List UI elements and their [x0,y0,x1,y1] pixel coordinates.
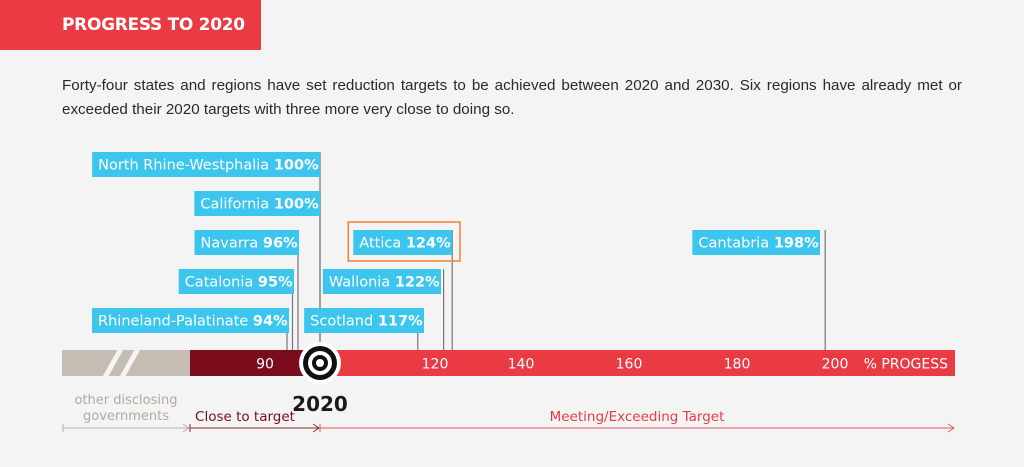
segment-bar-close [190,350,320,376]
region-label-box [194,230,299,255]
region-label-box [92,152,320,177]
region-label-text: Wallonia 122% [329,275,440,291]
legend-other-label-line2: governments [83,409,169,424]
region-pct: 124% [406,236,451,252]
region-label: North Rhine-Westphalia 100% [92,152,320,177]
region-name: North Rhine-Westphalia [98,158,274,174]
region-label-text: Attica 124% [359,236,451,252]
region-pct: 94% [253,314,288,330]
region-label-text: California 100% [200,197,319,213]
region-name: Navarra [201,236,263,252]
region-pct: 96% [263,236,298,252]
region-label-box [322,269,441,294]
tick-label: 90 [256,357,274,373]
milestone-label: 2020 [292,392,348,416]
region-label: Rhineland-Palatinate 94% [92,308,289,333]
page-title: PROGRESS TO 2020 [62,15,245,35]
tick-label: 160 [616,357,643,373]
region-pct: 95% [258,275,293,291]
tick-labels-group: 90 120 140 160 180 200 % PROGESS [256,357,948,373]
region-label-text: Scotland 117% [310,314,423,330]
milestone-group: 2020 [292,342,348,416]
region-label: Cantabria 198% [692,230,820,255]
region-name: California [200,197,273,213]
region-pct: 117% [378,314,423,330]
progress-bar-group [62,343,955,383]
legend-other-label-line1: other disclosing [75,393,178,408]
legend-other-arrow-icon [182,423,190,433]
region-label: Catalonia 95% [178,269,294,294]
region-label-box [178,269,294,294]
region-label-text: Navarra 96% [201,236,299,252]
region-label: California 100% [194,191,320,216]
tick-label: 180 [724,357,751,373]
region-label-box [692,230,820,255]
region-pct: 100% [274,158,319,174]
header-banner: PROGRESS TO 2020 [0,0,261,50]
region-label-box [92,308,289,333]
region-label: Navarra 96% [194,230,299,255]
region-label: Scotland 117% [304,308,424,333]
region-label-text: Rhineland-Palatinate 94% [98,314,288,330]
region-label-box [304,308,424,333]
region-name: Rhineland-Palatinate [98,314,253,330]
region-label-text: Catalonia 95% [185,275,293,291]
region-label-text: Cantabria 198% [698,236,819,252]
legend-meeting-arrow-icon [947,423,955,433]
region-pct: 100% [274,197,319,213]
region-label: Wallonia 122% [322,269,441,294]
region-label-box [194,191,320,216]
region-name: Cantabria [698,236,773,252]
intro-paragraph: Forty-four states and regions have set r… [62,77,962,118]
region-name: Attica [359,236,406,252]
tick-label: 200 [822,357,849,373]
region-label-box [353,230,452,255]
highlight-frame [347,221,461,262]
region-name: Scotland [310,314,378,330]
region-name: Wallonia [329,275,395,291]
target-center [316,359,324,367]
region-label-text: North Rhine-Westphalia 100% [98,158,319,174]
legend-meeting-label: Meeting/Exceeding Target [550,409,725,425]
tick-label: 120 [422,357,449,373]
axis-break-icon [100,343,143,383]
tick-label: 140 [508,357,535,373]
region-label: Attica 124% [347,221,461,262]
legend-close-arrow-icon [312,423,320,433]
legend-close-label: Close to target [195,409,295,425]
region-name: Catalonia [185,275,258,291]
segment-bar-meeting [320,350,955,376]
region-labels-group: North Rhine-Westphalia 100%California 10… [92,152,820,333]
region-pct: 122% [395,275,440,291]
region-pct: 198% [774,236,819,252]
axis-label: % PROGESS [864,357,949,373]
